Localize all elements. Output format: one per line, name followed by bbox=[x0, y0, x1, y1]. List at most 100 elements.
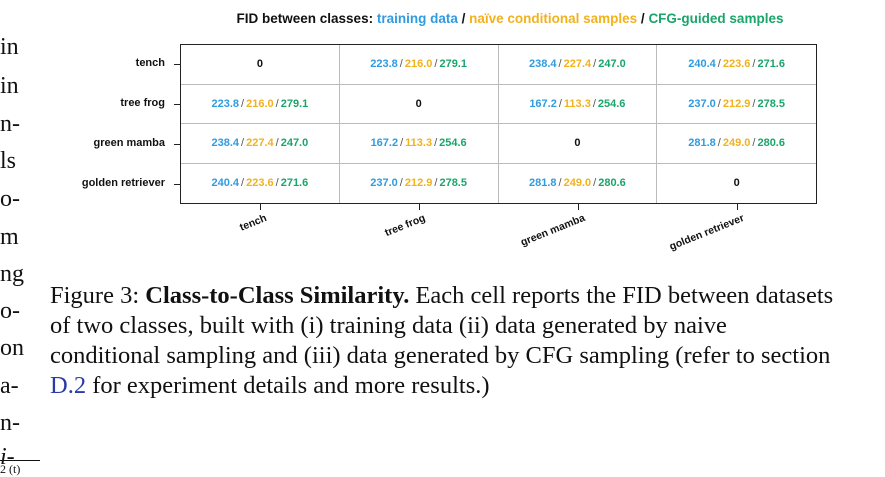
table-cell: 237.0/212.9/278.5 bbox=[657, 85, 816, 124]
fid-naive: 113.3 bbox=[405, 137, 433, 150]
value-separator: / bbox=[241, 97, 245, 110]
fid-training: 167.2 bbox=[370, 137, 399, 150]
margin-text-fragment: in bbox=[0, 73, 19, 99]
row-tick bbox=[174, 184, 180, 185]
title-cfg: CFG-guided samples bbox=[648, 11, 784, 26]
fid-training: 223.8 bbox=[370, 58, 398, 71]
column-label: green mamba bbox=[519, 212, 587, 249]
fid-naive: 212.9 bbox=[722, 97, 751, 110]
value-separator: / bbox=[717, 97, 721, 110]
fid-training: 281.8 bbox=[688, 137, 716, 150]
value-separator: / bbox=[241, 177, 245, 190]
fid-naive: 223.6 bbox=[246, 177, 274, 190]
value-separator: / bbox=[592, 97, 596, 110]
table-cell: 0 bbox=[498, 124, 658, 164]
fid-naive: 216.0 bbox=[246, 97, 274, 110]
value-separator: / bbox=[275, 137, 279, 150]
margin-text-fragment: ng bbox=[0, 261, 24, 287]
fid-cfg: 279.1 bbox=[439, 58, 467, 71]
column-label: tree frog bbox=[382, 212, 427, 240]
value-separator: / bbox=[241, 137, 245, 150]
fid-cfg: 271.6 bbox=[757, 58, 785, 71]
table-cell: 281.8/249.0/280.6 bbox=[499, 163, 658, 203]
footnote-fragment: 2 (t) bbox=[0, 460, 40, 477]
table-cell: 238.4/227.4/247.0 bbox=[181, 124, 340, 164]
margin-text-fragment: n- bbox=[0, 111, 20, 137]
value-separator: / bbox=[593, 177, 597, 190]
table-cell: 0 bbox=[339, 84, 499, 124]
value-separator: / bbox=[752, 97, 756, 110]
value-separator: / bbox=[752, 58, 756, 71]
margin-text-fragment: in bbox=[0, 34, 19, 60]
fid-table: 0 223.8/216.0/279.1 238.4/227.4/247.0 240.4… bbox=[180, 44, 817, 204]
table-cell: 223.8/216.0/279.1 bbox=[181, 84, 340, 124]
value-separator: / bbox=[275, 97, 279, 110]
value-separator: / bbox=[399, 177, 403, 190]
table-cell: 237.0/212.9/278.5 bbox=[340, 163, 499, 203]
value-separator: / bbox=[434, 58, 438, 71]
column-label: golden retriever bbox=[668, 212, 747, 253]
fid-cfg: 271.6 bbox=[280, 177, 309, 190]
fid-cfg: 254.6 bbox=[597, 97, 626, 110]
fid-training: 281.8 bbox=[529, 177, 557, 190]
row-tick bbox=[174, 144, 180, 145]
fid-cfg: 280.6 bbox=[757, 137, 785, 150]
title-separator: / bbox=[637, 11, 649, 26]
fid-cfg: 279.1 bbox=[280, 97, 309, 110]
fid-training: 240.4 bbox=[211, 177, 240, 190]
fid-training: 167.2 bbox=[529, 97, 557, 110]
column-tick bbox=[737, 204, 739, 210]
column-tick bbox=[578, 204, 580, 210]
value-separator: / bbox=[593, 58, 597, 71]
fid-cfg: 254.6 bbox=[439, 137, 467, 150]
value-separator: / bbox=[558, 97, 562, 110]
row-tick bbox=[174, 64, 180, 65]
fid-naive: 113.3 bbox=[563, 97, 591, 110]
table-cell: 167.2/113.3/254.6 bbox=[339, 124, 499, 164]
fid-naive: 227.4 bbox=[563, 58, 592, 71]
fid-training: 240.4 bbox=[688, 58, 716, 71]
figure-label: Figure 3: bbox=[50, 282, 146, 309]
column-label: tench bbox=[237, 212, 269, 234]
row-tick bbox=[174, 104, 180, 105]
value-separator: / bbox=[275, 177, 279, 190]
value-separator: / bbox=[752, 137, 756, 150]
title-prefix: FID between classes: bbox=[236, 11, 377, 26]
value-separator: / bbox=[434, 137, 438, 150]
chart-title: FID between classes: training data / naï… bbox=[140, 11, 880, 26]
margin-text-fragment: o- bbox=[0, 186, 20, 212]
fid-training: 237.0 bbox=[370, 177, 398, 190]
fid-training: 238.4 bbox=[529, 58, 557, 71]
table-cell: 238.4/227.4/247.0 bbox=[498, 45, 658, 85]
row-label: tree frog bbox=[120, 97, 165, 109]
fid-naive: 223.6 bbox=[722, 58, 751, 71]
column-tick bbox=[418, 204, 420, 210]
margin-text-fragment: ls bbox=[0, 148, 17, 174]
fid-cfg: 247.0 bbox=[598, 58, 626, 71]
fid-naive: 216.0 bbox=[404, 58, 433, 71]
table-cell: 240.4/223.6/271.6 bbox=[657, 45, 816, 85]
fid-naive: 249.0 bbox=[722, 137, 751, 150]
value-separator: / bbox=[434, 177, 438, 190]
fid-training: 238.4 bbox=[211, 137, 240, 150]
table-cell: 240.4/223.6/271.6 bbox=[181, 163, 340, 203]
title-naive: naïve conditional samples bbox=[469, 11, 638, 26]
figure-caption: Figure 3: Class-to-Class Similarity. Eac… bbox=[50, 281, 840, 401]
caption-title: Class-to-Class Similarity. bbox=[145, 282, 410, 309]
fid-naive: 227.4 bbox=[246, 137, 274, 150]
row-label: green mamba bbox=[93, 137, 165, 149]
table-cell: 167.2/113.3/254.6 bbox=[498, 84, 658, 124]
caption-body-end: for experiment details and more results.… bbox=[86, 372, 490, 399]
diagonal-zero: 0 bbox=[574, 137, 581, 150]
diagonal-zero: 0 bbox=[256, 58, 263, 71]
value-separator: / bbox=[558, 58, 562, 71]
fid-cfg: 280.6 bbox=[598, 177, 626, 190]
caption-body: Each cell reports the FID between datase… bbox=[50, 282, 834, 369]
margin-text-fragment: on bbox=[0, 335, 24, 361]
margin-text-fragment: o- bbox=[0, 298, 20, 324]
column-tick bbox=[259, 204, 261, 210]
fid-cfg: 278.5 bbox=[757, 97, 785, 110]
margin-text-fragment: a- bbox=[0, 373, 19, 399]
margin-text-fragment: m bbox=[0, 224, 19, 250]
section-link[interactable]: D.2 bbox=[50, 372, 87, 399]
